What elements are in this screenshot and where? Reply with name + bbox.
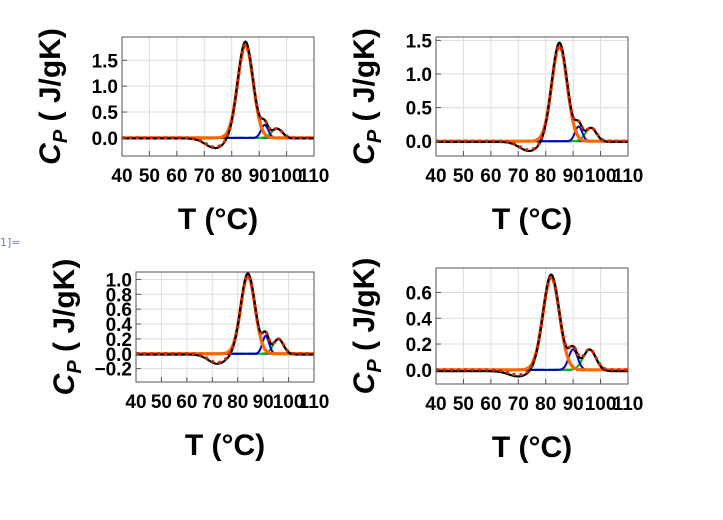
y-tick-label: 0.0: [106, 345, 132, 366]
x-tick-label: 70: [508, 166, 529, 187]
plot-area: [436, 41, 628, 153]
measured-line: [436, 41, 628, 153]
x-tick-label: 60: [166, 166, 187, 187]
x-tick-label: 90: [563, 166, 584, 187]
y-axis-title-units: ( J/gK): [348, 258, 381, 360]
x-tick-label: 70: [508, 394, 529, 415]
fit-dotted-line: [136, 274, 314, 365]
x-tick-label: 80: [227, 392, 248, 413]
y-tick-label: 0.4: [406, 309, 433, 330]
peak-main-line: [436, 275, 628, 372]
y-axis-title-sub: P: [64, 360, 86, 374]
x-tick-label: 100: [585, 166, 617, 187]
x-tick-label: 110: [613, 394, 644, 415]
plot-area: [136, 272, 314, 365]
y-tick-label: 0.0: [406, 361, 432, 382]
y-tick-label: 1.0: [406, 65, 432, 86]
y-axis-title: CP ( J/gK): [348, 258, 386, 395]
y-tick-label: 0.5: [406, 99, 433, 120]
x-tick-label: 60: [480, 394, 501, 415]
y-axis-title: CP ( J/gK): [348, 28, 386, 165]
y-tick-label: 0.0: [92, 129, 118, 150]
x-tick-label: 90: [249, 166, 270, 187]
y-axis-title: CP ( J/gK): [48, 259, 86, 396]
x-tick-label: 60: [480, 166, 501, 187]
x-tick-label: 40: [425, 166, 446, 187]
measured-line: [122, 40, 314, 150]
x-tick-label: 50: [453, 394, 474, 415]
y-axis-title-main: C: [34, 142, 67, 165]
plot-area: [122, 40, 314, 150]
x-tick-label: 50: [151, 392, 172, 413]
y-tick-label: 0.2: [406, 335, 432, 356]
x-tick-label: 90: [253, 392, 274, 413]
y-axis-title-sub: P: [364, 129, 386, 143]
y-tick-label: 0.4: [106, 315, 133, 336]
x-tick-label: 110: [299, 392, 330, 413]
y-tick-label: 0.0: [406, 132, 432, 153]
fit-dotted-line: [122, 43, 314, 149]
chart-panel-3: −0.20.00.20.40.60.81.0 40 50 60 70 80 90 100110…: [48, 259, 329, 462]
y-tick-label: 1.0: [106, 270, 132, 291]
y-tick-label: 1.0: [92, 77, 118, 98]
x-tick-label: 40: [111, 166, 132, 187]
x-tick-label: 110: [613, 166, 644, 187]
y-tick-label: −0.2: [94, 360, 132, 381]
y-tick-label: 1.5: [92, 51, 119, 72]
y-axis-title-sub: P: [364, 359, 386, 373]
grid: [135, 272, 315, 382]
x-tick-label: 40: [425, 394, 446, 415]
x-tick-label: 50: [139, 166, 160, 187]
x-tick-label: 100: [271, 166, 303, 187]
x-tick-label: 80: [535, 166, 556, 187]
peak-main-line: [436, 43, 628, 143]
y-axis-title-units: ( J/gK): [34, 28, 67, 130]
x-axis-title: T (°C): [492, 431, 572, 464]
x-axis-title: T (°C): [185, 429, 265, 462]
x-tick-label: 100: [585, 394, 617, 415]
y-axis-title-sub: P: [50, 129, 72, 143]
y-tick-label: 0.5: [92, 103, 119, 124]
x-axis-title: T (°C): [492, 203, 572, 236]
cell-label: 1]=: [0, 236, 21, 249]
x-tick-label: 50: [453, 166, 474, 187]
x-tick-label: 100: [273, 392, 305, 413]
y-tick-label: 0.6: [406, 283, 432, 304]
y-axis-title-main: C: [48, 372, 81, 395]
plot-frame: [121, 36, 315, 157]
plot-area: [436, 273, 628, 378]
x-axis-title: T (°C): [178, 203, 258, 236]
x-tick-label: 60: [176, 392, 197, 413]
x-tick-label: 80: [221, 166, 242, 187]
y-axis-title-units: ( J/gK): [348, 28, 381, 130]
y-axis-title: CP ( J/gK): [34, 28, 72, 165]
y-axis-title-main: C: [348, 371, 381, 394]
x-tick-label: 70: [194, 166, 215, 187]
peak-main-line: [136, 273, 314, 356]
y-tick-label: 0.6: [106, 300, 132, 321]
plot-frame: [435, 267, 629, 385]
x-tick-label: 80: [535, 394, 556, 415]
plot-frame: [135, 271, 315, 383]
peak-main-line: [122, 42, 314, 140]
y-tick-label: 0.8: [106, 285, 132, 306]
y-tick-label: 0.2: [106, 330, 132, 351]
plot-frame: [435, 36, 629, 157]
x-tick-label: 40: [125, 392, 146, 413]
fit-dotted-line: [436, 44, 628, 152]
x-tick-label: 110: [299, 166, 330, 187]
x-tick-label: 90: [563, 394, 584, 415]
y-axis-title-main: C: [348, 142, 381, 165]
y-axis-title-units: ( J/gK): [48, 259, 81, 361]
x-tick-label: 70: [202, 392, 223, 413]
fit-dotted-line: [436, 275, 628, 377]
y-tick-label: 1.5: [406, 31, 433, 52]
